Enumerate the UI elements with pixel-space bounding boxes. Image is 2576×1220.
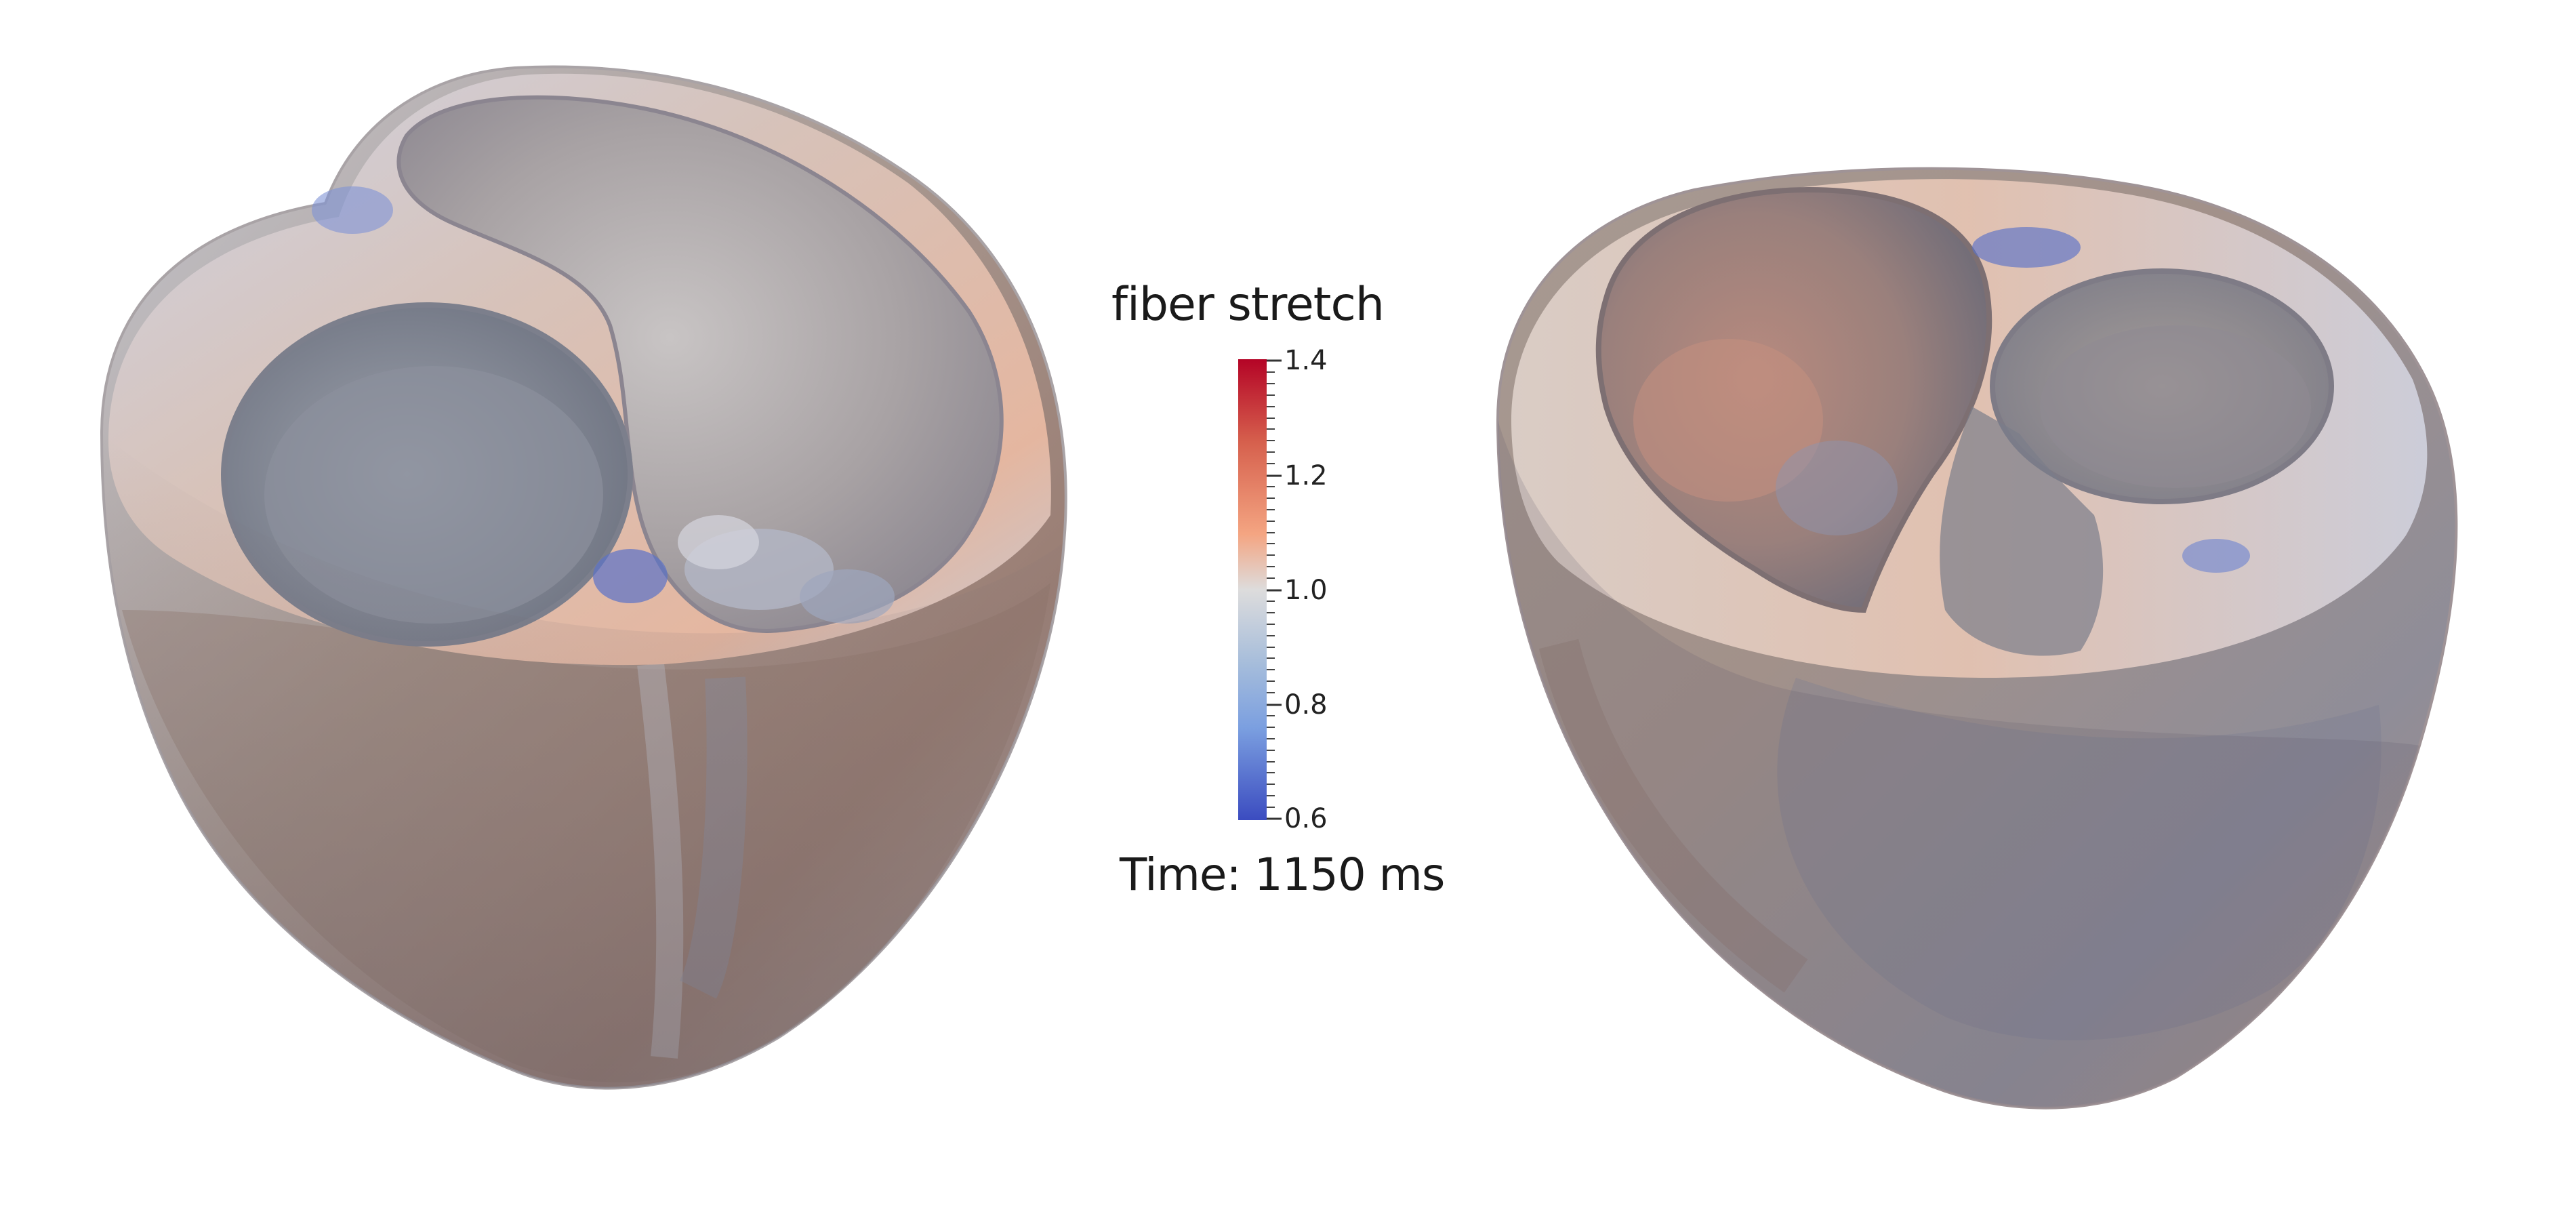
time-annotation: Time: 1150 ms bbox=[1120, 849, 1445, 901]
colorbar-tick-minor bbox=[1267, 726, 1275, 728]
colorbar-tick-minor bbox=[1267, 417, 1275, 419]
colorbar-tick-minor bbox=[1267, 566, 1275, 568]
colorbar-tick-major bbox=[1267, 704, 1282, 706]
colorbar-tick-minor bbox=[1267, 634, 1275, 636]
colorbar-tick-minor bbox=[1267, 428, 1275, 430]
colorbar-tick-minor bbox=[1267, 760, 1275, 762]
colorbar-tick-minor bbox=[1267, 394, 1275, 396]
colorbar-tick-minor bbox=[1267, 543, 1275, 545]
colorbar-tick-minor bbox=[1267, 772, 1275, 774]
left-heart-view bbox=[100, 65, 1067, 1090]
colorbar-tick-minor bbox=[1267, 749, 1275, 751]
colorbar-tick-minor bbox=[1267, 669, 1275, 671]
colorbar-tick-minor bbox=[1267, 623, 1275, 625]
colorbar-title: fiber stretch bbox=[1111, 278, 1385, 331]
colorbar-tick-minor bbox=[1267, 600, 1275, 602]
colorbar-gradient bbox=[1238, 359, 1267, 820]
colorbar-tick-major bbox=[1267, 589, 1282, 592]
colorbar-tick-label: 1.0 bbox=[1284, 575, 1328, 606]
colorbar-tick-major bbox=[1267, 817, 1282, 820]
colorbar-tick-minor bbox=[1267, 577, 1275, 580]
colorbar-tick-minor bbox=[1267, 692, 1275, 694]
colorbar-tick-minor bbox=[1267, 784, 1275, 786]
colorbar-tick-minor bbox=[1267, 714, 1275, 716]
colorbar-tick-major bbox=[1267, 359, 1282, 362]
colorbar-tick-minor bbox=[1267, 485, 1275, 487]
colorbar-tick-minor bbox=[1267, 737, 1275, 739]
colorbar-tick-minor bbox=[1267, 382, 1275, 384]
colorbar-tick-minor bbox=[1267, 611, 1275, 613]
colorbar-tick-minor bbox=[1267, 520, 1275, 522]
colorbar-tick-label: 1.2 bbox=[1284, 460, 1328, 491]
colorbar-tick-minor bbox=[1267, 554, 1275, 556]
colorbar-tick-minor bbox=[1267, 680, 1275, 683]
colorbar-tick-minor bbox=[1267, 795, 1275, 797]
colorbar-tick-minor bbox=[1267, 405, 1275, 407]
colorbar-tick-minor bbox=[1267, 497, 1275, 499]
colorbar-tick-minor bbox=[1267, 807, 1275, 809]
colorbar-tick-minor bbox=[1267, 531, 1275, 533]
colorbar-tick-label: 0.8 bbox=[1284, 689, 1328, 720]
colorbar-tick-minor bbox=[1267, 463, 1275, 465]
colorbar-tick-minor bbox=[1267, 371, 1275, 373]
colorbar-tick-minor bbox=[1267, 657, 1275, 659]
colorbar-tick-minor bbox=[1267, 440, 1275, 442]
colorbar-tick-minor bbox=[1267, 646, 1275, 648]
colorbar-tick-minor bbox=[1267, 451, 1275, 453]
colorbar-tick-major bbox=[1267, 474, 1282, 477]
colorbar-tick-label: 1.4 bbox=[1284, 345, 1328, 376]
colorbar-tick-label: 0.6 bbox=[1284, 803, 1328, 834]
right-heart-view bbox=[1496, 167, 2458, 1110]
colorbar-tick-minor bbox=[1267, 508, 1275, 510]
